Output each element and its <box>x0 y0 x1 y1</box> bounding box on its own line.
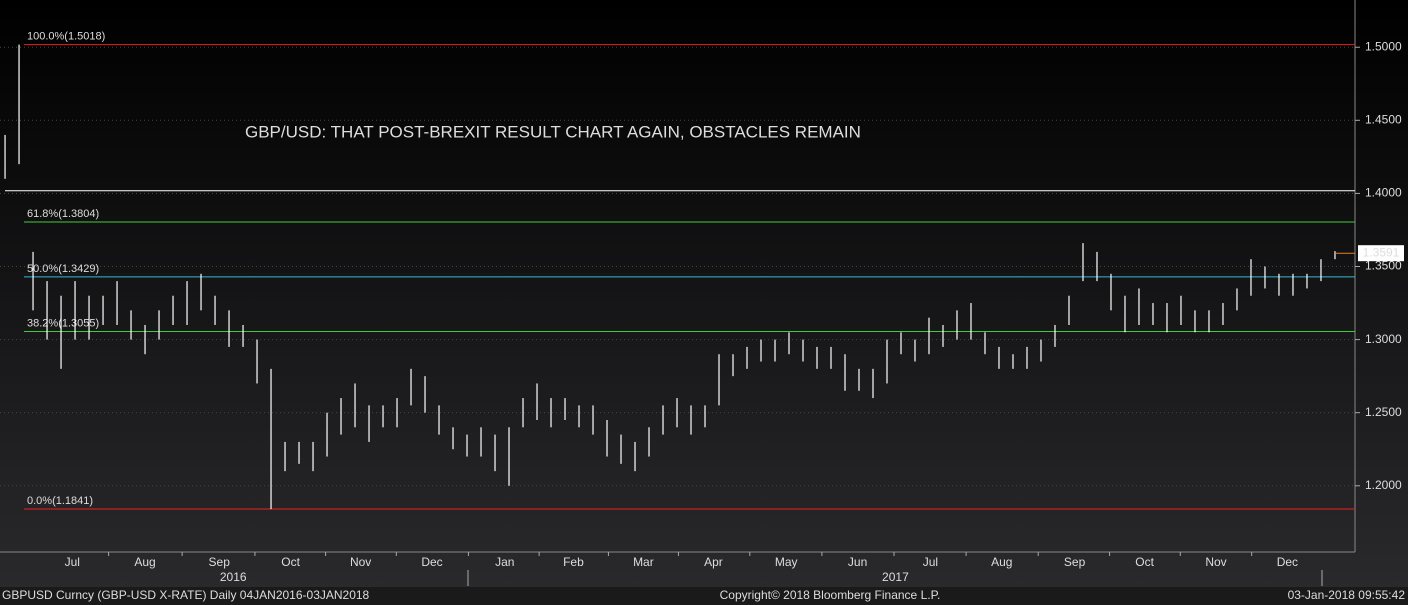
x-tick-label: Feb <box>563 555 584 569</box>
x-tick-label: Nov <box>1205 555 1226 569</box>
x-tick-label: Jun <box>848 555 867 569</box>
fib-label: 0.0%(1.1841) <box>27 495 93 507</box>
x-tick-label: Aug <box>991 555 1012 569</box>
footer-bar <box>0 587 1408 605</box>
fib-label: 50.0%(1.3429) <box>27 263 99 275</box>
footer-left: GBPUSD Curncy (GBP-USD X-RATE) Daily 04J… <box>2 588 370 602</box>
y-tick-label: 1.3000 <box>1365 332 1402 346</box>
fib-label: 61.8%(1.3804) <box>27 208 99 220</box>
y-tick-label: 1.4500 <box>1365 112 1402 126</box>
x-tick-label: Oct <box>281 555 300 569</box>
x-tick-label: Jul <box>923 555 938 569</box>
x-tick-label: Dec <box>421 555 442 569</box>
y-tick-label: 1.3500 <box>1365 259 1402 273</box>
x-tick-label: Aug <box>134 555 155 569</box>
y-tick-label: 1.2500 <box>1365 405 1402 419</box>
x-tick-label: Apr <box>704 555 723 569</box>
x-tick-label: Jul <box>65 555 80 569</box>
year-label: 2016 <box>220 570 247 584</box>
footer-center: Copyright© 2018 Bloomberg Finance L.P. <box>720 588 941 602</box>
last-price-box <box>1358 245 1404 262</box>
y-tick-label: 1.2000 <box>1365 478 1402 492</box>
x-tick-label: Sep <box>1064 555 1086 569</box>
x-tick-label: Dec <box>1277 555 1298 569</box>
last-price-label: 1.3591 <box>1363 245 1400 259</box>
x-tick-label: Jan <box>495 555 514 569</box>
x-tick-label: Mar <box>633 555 654 569</box>
chart-title: GBP/USD: THAT POST-BREXIT RESULT CHART A… <box>245 122 861 141</box>
footer-right: 03-Jan-2018 09:55:42 <box>1288 588 1406 602</box>
y-tick-label: 1.5000 <box>1365 39 1402 53</box>
x-tick-label: Sep <box>209 555 231 569</box>
year-label: 2017 <box>882 570 909 584</box>
x-tick-label: Oct <box>1135 555 1154 569</box>
y-tick-label: 1.4000 <box>1365 186 1402 200</box>
x-tick-label: Nov <box>350 555 371 569</box>
x-tick-label: May <box>775 555 798 569</box>
fib-label: 38.2%(1.3055) <box>27 317 99 329</box>
fib-label: 100.0%(1.5018) <box>27 30 105 42</box>
